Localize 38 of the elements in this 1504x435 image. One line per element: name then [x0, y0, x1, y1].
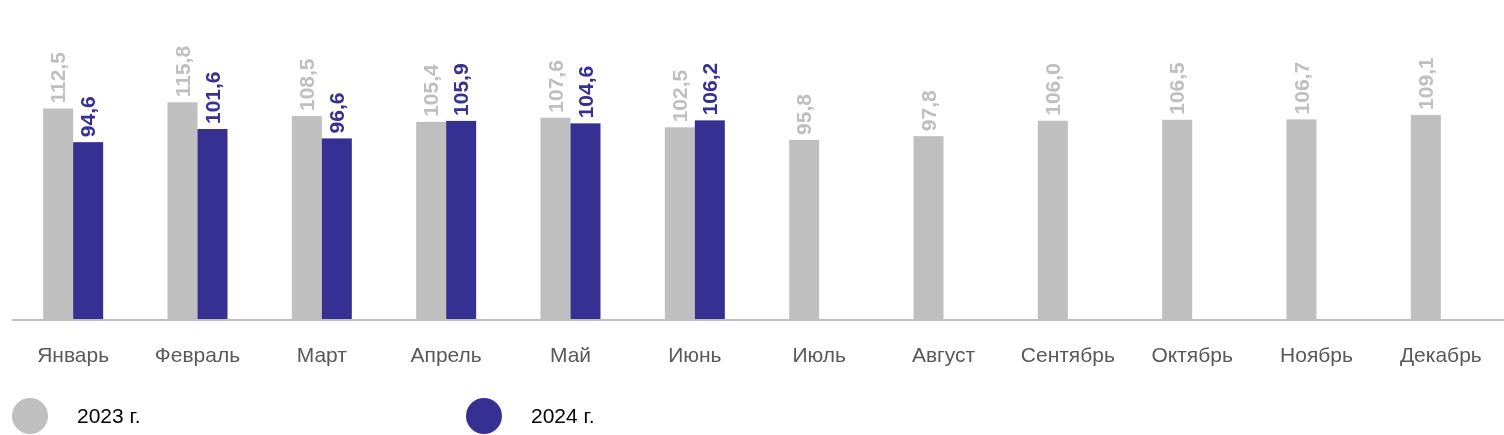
bar	[321, 138, 352, 320]
legend-label: 2024 г.	[531, 404, 595, 427]
legend-label: 2023 г.	[77, 404, 141, 427]
data-label: 106,0	[1040, 63, 1064, 116]
bar	[694, 120, 725, 320]
data-label: 97,8	[916, 89, 940, 132]
bar	[570, 123, 601, 320]
x-tick-label: Ноябрь	[1280, 343, 1353, 366]
x-tick-label: Октябрь	[1151, 343, 1233, 366]
data-label: 106,5	[1165, 61, 1189, 115]
data-label: 107,6	[543, 60, 567, 113]
data-label: 95,8	[792, 93, 816, 135]
x-tick-label: Август	[911, 343, 976, 366]
data-label: 115,8	[170, 45, 194, 98]
bar	[73, 142, 104, 320]
x-tick-label: Апрель	[410, 343, 482, 366]
x-tick-label: Январь	[37, 343, 110, 366]
x-tick-label: Сентябрь	[1020, 343, 1115, 366]
x-tick-label: Май	[549, 343, 592, 366]
x-tick-label: Июль	[792, 343, 847, 366]
data-label: 96,6	[324, 92, 348, 134]
data-label: 105,4	[419, 63, 443, 117]
data-label: 94,6	[76, 96, 100, 138]
data-label: 112,5	[46, 51, 70, 104]
bar	[197, 129, 228, 320]
x-tick-label: Март	[296, 343, 348, 366]
data-label: 104,6	[573, 65, 597, 119]
data-label: 101,6	[200, 71, 224, 125]
data-label: 105,9	[449, 63, 473, 116]
x-tick-label: Февраль	[154, 343, 241, 366]
x-tick-label: Июнь	[668, 343, 722, 366]
bar	[446, 120, 477, 320]
data-label: 106,2	[697, 62, 721, 116]
data-label: 102,5	[667, 69, 691, 123]
data-label: 108,5	[294, 58, 318, 112]
x-tick-label: Декабрь	[1399, 343, 1482, 366]
data-label: 106,7	[1289, 61, 1313, 115]
data-label: 109,1	[1413, 57, 1437, 110]
